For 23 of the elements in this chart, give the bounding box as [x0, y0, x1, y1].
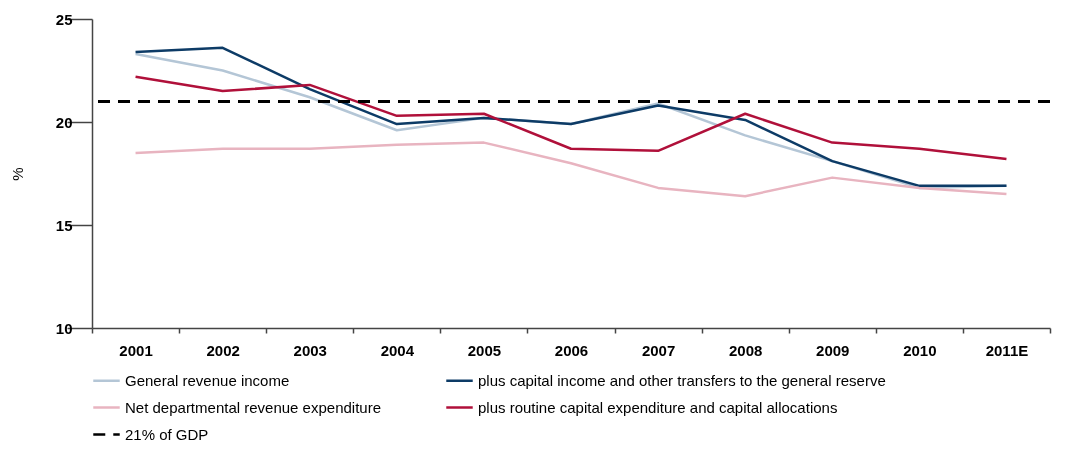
- x-tick-label: 2005: [467, 341, 502, 359]
- legend-label: General revenue income: [125, 371, 290, 389]
- x-tick-label: 2006: [554, 341, 589, 359]
- x-tick-label: 2008: [728, 341, 763, 359]
- y-tick-label: 15: [55, 216, 73, 234]
- line-series: [134, 141, 1008, 198]
- x-tick-label: 2011E: [985, 341, 1029, 359]
- legend-label: Net departmental revenue expenditure: [125, 398, 381, 416]
- line-series: [134, 75, 1008, 161]
- x-tick-label: 2009: [816, 341, 850, 359]
- x-tick-label: 2003: [293, 341, 327, 359]
- x-tick-label: 2007: [641, 341, 676, 359]
- x-tick-label: 2002: [206, 341, 240, 359]
- y-tick-label: 20: [55, 113, 73, 131]
- legend-label: 21% of GDP: [125, 425, 209, 443]
- y-tick-label: 10: [55, 319, 73, 337]
- y-axis-title: %: [8, 167, 26, 181]
- x-tick-label: 2010: [903, 341, 937, 359]
- legend-label: plus capital income and other transfers to the general reserve: [478, 371, 886, 389]
- legend-label: plus routine capital expenditure and capital allocations: [478, 398, 838, 416]
- y-tick-label: 25: [55, 10, 73, 28]
- x-tick-label: 2001: [119, 341, 153, 359]
- x-tick-label: 2004: [380, 341, 415, 359]
